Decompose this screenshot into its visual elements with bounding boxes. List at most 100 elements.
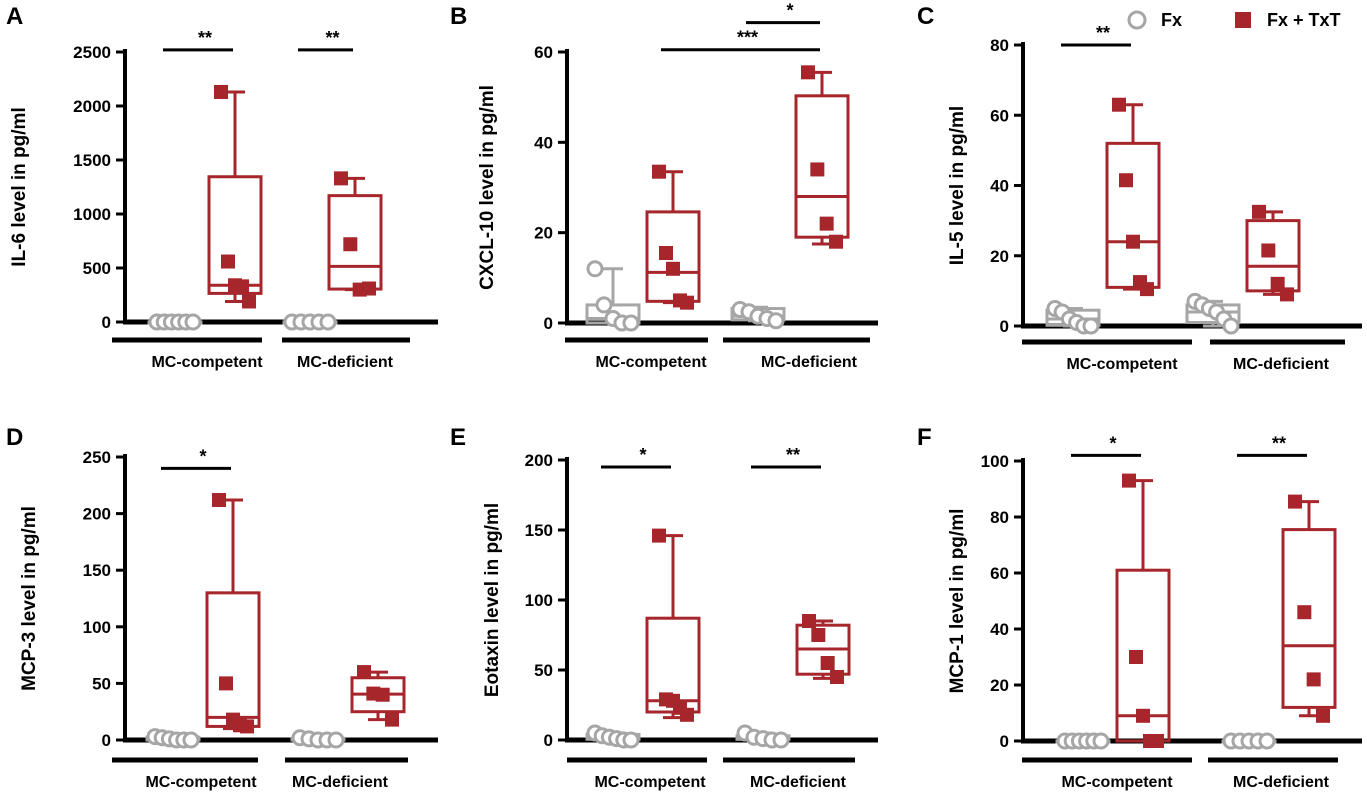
data-point (1122, 473, 1136, 488)
y-axis-label: IL-6 level in pg/ml (9, 107, 30, 266)
box-body (1245, 219, 1301, 293)
data-point (1222, 317, 1240, 335)
data-point (334, 171, 348, 186)
box-fx-mc-competent (1045, 299, 1101, 335)
significance-stars: ** (1272, 433, 1286, 453)
group-label: MC-deficient (750, 774, 847, 791)
y-tick-label: 20 (990, 676, 1009, 695)
panel-B: B 0 20 40 60 CXCL-10 level in pg/ml MC-compete… (450, 1, 878, 371)
significance-stars: ** (786, 445, 800, 465)
data-point (1316, 708, 1330, 723)
y-axis-label: MCP-3 level in pg/ml (19, 506, 40, 691)
y-tick-label: 0 (544, 731, 553, 750)
significance-stars: *** (737, 28, 758, 48)
panel-letter: B (450, 3, 467, 30)
y-tick-label: 0 (544, 314, 553, 333)
data-point (1288, 494, 1302, 509)
box-fx-mc-competent (585, 260, 641, 332)
data-point (652, 164, 666, 179)
data-point (1126, 234, 1140, 249)
y-tick-label: 0 (102, 313, 111, 332)
y-tick-label: 40 (534, 133, 553, 152)
data-point (357, 665, 371, 680)
data-point (1140, 282, 1154, 297)
data-point (362, 281, 376, 296)
y-tick-label: 1000 (73, 205, 111, 224)
significance-stars: ** (198, 28, 212, 48)
y-tick-label: 40 (990, 177, 1009, 196)
y-tick-label: 0 (1000, 732, 1009, 751)
group-label: MC-deficient (297, 354, 394, 371)
y-tick-label: 100 (83, 618, 111, 637)
data-point (182, 731, 200, 749)
data-point (811, 628, 826, 642)
box-fx-mc-competent (1055, 732, 1111, 750)
data-point (240, 719, 254, 734)
data-point (1112, 97, 1126, 112)
data-point (666, 261, 680, 276)
data-point (1261, 243, 1276, 258)
box-fx-mc-competent (147, 313, 203, 331)
data-point (1270, 276, 1285, 291)
box-fx-txt-mc-deficient (794, 65, 850, 249)
data-point (184, 313, 202, 331)
data-point (1129, 650, 1143, 664)
y-tick-label: 250 (83, 448, 111, 467)
data-point (830, 670, 844, 684)
y-tick-label: 2000 (73, 97, 111, 116)
group-label: MC-competent (594, 774, 706, 791)
y-tick-label: 50 (534, 661, 553, 680)
panel-C: C 0 20 40 60 80 IL-5 level in pg/ml MC-competen… (917, 3, 1362, 373)
box-body (1105, 141, 1161, 289)
y-tick-label: 0 (1000, 317, 1009, 336)
panel-letter: E (450, 424, 466, 451)
data-point (586, 260, 604, 278)
box-fx-mc-deficient (1185, 292, 1241, 335)
box-body (1281, 528, 1337, 709)
y-axis-label: IL-5 level in pg/ml (947, 106, 968, 265)
panel-D: D 0 50 100 150 200 250 MCP-3 level in pg/ml MC-c… (6, 424, 438, 791)
box-body (205, 591, 261, 728)
panel-A: A 0 500 1000 1500 2000 2500 IL-6 level in pg/ml… (6, 3, 438, 371)
group-label: MC-deficient (292, 774, 389, 791)
box-body (794, 94, 850, 239)
box-fx-txt-mc-competent (205, 493, 261, 734)
data-point (680, 707, 694, 722)
data-point (212, 493, 226, 508)
y-axis-label: CXCL-10 level in pg/ml (477, 85, 498, 290)
data-point (375, 687, 390, 702)
data-point (1082, 317, 1100, 335)
y-axis-label: Eotaxin level in pg/ml (482, 503, 503, 697)
data-point (385, 712, 399, 727)
group-label: MC-competent (151, 354, 263, 371)
data-point (820, 656, 835, 670)
y-axis-label: MCP-1 level in pg/ml (947, 509, 968, 694)
group-label: MC-competent (145, 774, 257, 791)
significance-stars: * (1109, 433, 1116, 453)
y-tick-label: 80 (990, 36, 1009, 55)
data-point (659, 245, 673, 260)
box-body (207, 175, 263, 295)
y-tick-label: 150 (83, 561, 111, 580)
box-fx-txt-mc-deficient (1281, 494, 1337, 723)
data-point (327, 731, 345, 749)
box-fx-txt-mc-deficient (1245, 204, 1301, 302)
data-point (1150, 734, 1164, 748)
box-fx-txt-mc-deficient (327, 171, 383, 297)
significance-stars: ** (325, 28, 339, 48)
group-label: MC-competent (1061, 774, 1173, 791)
data-point (767, 312, 785, 330)
panel-F: F 0 20 40 60 80 100 MCP-1 level in pg/ml MC-comp… (917, 424, 1362, 791)
group-label: MC-deficient (1233, 774, 1330, 791)
box-fx-txt-mc-competent (207, 84, 263, 309)
box-fx-txt-mc-competent (1105, 97, 1161, 297)
y-tick-label: 60 (990, 106, 1009, 125)
box-fx-mc-competent (585, 724, 641, 749)
box-fx-txt-mc-deficient (350, 665, 406, 727)
group-label: MC-competent (595, 354, 707, 371)
data-point (319, 313, 337, 331)
data-point (652, 528, 666, 543)
data-point (219, 676, 233, 691)
box-fx-txt-mc-deficient (795, 614, 851, 684)
